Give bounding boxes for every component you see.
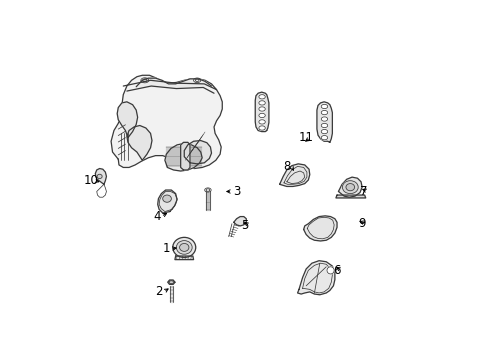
Polygon shape bbox=[136, 78, 211, 87]
Ellipse shape bbox=[321, 117, 327, 121]
Text: 11: 11 bbox=[298, 131, 313, 144]
Polygon shape bbox=[233, 217, 246, 226]
Polygon shape bbox=[338, 177, 362, 197]
Ellipse shape bbox=[258, 95, 265, 99]
Polygon shape bbox=[303, 216, 336, 241]
Text: 1: 1 bbox=[162, 242, 170, 255]
Ellipse shape bbox=[321, 111, 327, 115]
Ellipse shape bbox=[326, 267, 333, 274]
Text: 7: 7 bbox=[359, 185, 366, 198]
Polygon shape bbox=[169, 286, 173, 302]
Polygon shape bbox=[316, 102, 332, 142]
Polygon shape bbox=[175, 256, 193, 260]
Ellipse shape bbox=[321, 130, 327, 134]
Ellipse shape bbox=[172, 237, 195, 257]
Text: 9: 9 bbox=[358, 217, 365, 230]
Polygon shape bbox=[111, 75, 222, 168]
Ellipse shape bbox=[179, 243, 188, 251]
Polygon shape bbox=[180, 142, 190, 170]
Ellipse shape bbox=[258, 113, 265, 118]
Ellipse shape bbox=[321, 104, 327, 109]
Ellipse shape bbox=[321, 135, 327, 140]
Ellipse shape bbox=[258, 107, 265, 111]
Polygon shape bbox=[255, 92, 268, 132]
Polygon shape bbox=[95, 168, 106, 184]
Polygon shape bbox=[205, 192, 210, 211]
Polygon shape bbox=[184, 140, 211, 164]
Ellipse shape bbox=[258, 126, 265, 130]
Text: 6: 6 bbox=[333, 264, 340, 277]
Text: 8: 8 bbox=[283, 160, 290, 173]
Ellipse shape bbox=[176, 240, 192, 254]
Text: 3: 3 bbox=[232, 185, 240, 198]
Polygon shape bbox=[335, 195, 365, 198]
Ellipse shape bbox=[97, 174, 102, 179]
Polygon shape bbox=[126, 126, 152, 160]
Ellipse shape bbox=[321, 123, 327, 128]
Ellipse shape bbox=[163, 195, 171, 202]
Text: 4: 4 bbox=[153, 210, 160, 223]
Ellipse shape bbox=[342, 181, 357, 194]
Polygon shape bbox=[164, 143, 202, 171]
Ellipse shape bbox=[258, 120, 265, 124]
Polygon shape bbox=[158, 190, 177, 213]
Polygon shape bbox=[297, 261, 334, 295]
Text: 5: 5 bbox=[241, 219, 248, 233]
Text: 2: 2 bbox=[155, 285, 163, 298]
Ellipse shape bbox=[346, 184, 354, 191]
Polygon shape bbox=[117, 102, 137, 138]
Ellipse shape bbox=[258, 101, 265, 105]
Polygon shape bbox=[167, 280, 175, 284]
Text: 10: 10 bbox=[83, 174, 98, 187]
Polygon shape bbox=[279, 164, 309, 186]
